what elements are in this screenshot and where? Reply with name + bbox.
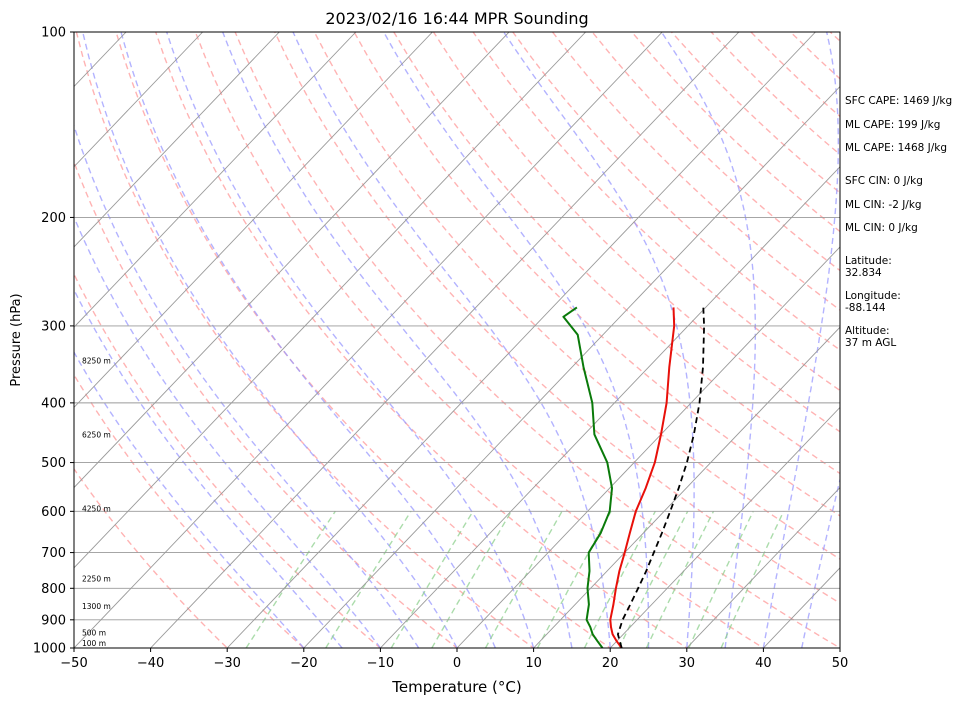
ml-cape-2: ML CAPE: 1468 J/kg <box>845 142 947 154</box>
height-label: 4250 m <box>82 504 111 513</box>
moist-adiabat <box>762 32 839 648</box>
isotherm <box>74 32 510 489</box>
moist-adiabat <box>292 32 611 648</box>
latitude-value: 32.834 <box>845 267 882 279</box>
isotherm <box>74 32 357 328</box>
mixing-ratio-line <box>583 510 656 648</box>
moist-adiabat <box>383 32 650 648</box>
x-tick-label: 30 <box>679 656 696 671</box>
x-tick-label: −30 <box>213 656 240 671</box>
moist-adiabat <box>74 215 381 648</box>
moist-adiabat <box>166 32 535 648</box>
dry-adiabat <box>194 32 765 648</box>
dry-adiabat <box>512 32 840 351</box>
height-label: 1300 m <box>82 602 111 611</box>
dry-adiabat <box>353 32 840 517</box>
isotherm <box>74 32 204 168</box>
altitude-value: 37 m AGL <box>845 337 896 349</box>
x-tick-label: 0 <box>453 656 461 671</box>
sfc-cape: SFC CAPE: 1469 J/kg <box>845 95 952 107</box>
isotherm <box>686 486 840 648</box>
height-label: 8250 m <box>82 356 111 365</box>
y-tick-label: 600 <box>41 505 66 520</box>
x-tick-label: −40 <box>137 656 164 671</box>
dry-adiabat <box>274 32 840 604</box>
dry-adiabat <box>234 32 840 648</box>
plot-background <box>74 32 840 648</box>
altitude-label: Altitude: <box>845 325 890 337</box>
y-tick-label: 200 <box>41 211 66 226</box>
y-axis-label: Pressure (hPa) <box>9 293 24 386</box>
dry-adiabat <box>115 32 612 648</box>
x-tick-label: 40 <box>755 656 772 671</box>
dewpoint-profile <box>562 306 613 648</box>
ml-cape: ML CAPE: 199 J/kg <box>845 119 940 131</box>
dry-adiabat <box>155 32 689 648</box>
ml-cin-2: ML CIN: 0 J/kg <box>845 222 918 234</box>
sfc-cin: SFC CIN: 0 J/kg <box>845 175 923 187</box>
y-tick-label: 400 <box>41 396 66 411</box>
moist-adiabat <box>222 32 573 648</box>
x-tick-label: −10 <box>367 656 394 671</box>
isotherm <box>533 326 840 648</box>
mixing-ratio-line <box>390 510 474 648</box>
longitude-label: Longitude: <box>845 290 901 302</box>
ml-cin: ML CIN: -2 J/kg <box>845 199 922 211</box>
moist-adiabat <box>74 123 420 648</box>
y-tick-label: 1000 <box>33 642 66 657</box>
chart-title: 2023/02/16 16:44 MPR Sounding <box>325 9 588 28</box>
height-label: 2250 m <box>82 575 111 584</box>
x-tick-label: −50 <box>60 656 87 671</box>
moist-adiabat <box>74 350 305 648</box>
x-tick-label: 10 <box>525 656 542 671</box>
dry-adiabat <box>472 32 840 392</box>
isotherm <box>456 246 840 648</box>
moist-adiabat <box>82 32 458 648</box>
isotherm <box>74 32 280 248</box>
mixing-ratio-line <box>484 510 563 648</box>
moist-adiabat <box>660 32 756 648</box>
moist-adiabat <box>503 32 695 648</box>
isotherm <box>380 166 840 648</box>
height-label: 6250 m <box>82 430 111 439</box>
x-axis-label: Temperature (°C) <box>391 678 521 696</box>
dry-adiabat <box>74 272 382 648</box>
isotherm <box>74 32 433 409</box>
mixing-ratio-line <box>431 510 512 648</box>
isotherm <box>150 32 740 648</box>
isotherm <box>609 406 840 648</box>
isotherm <box>74 32 663 648</box>
x-tick-label: 20 <box>602 656 619 671</box>
height-label: 100 m <box>82 639 106 648</box>
x-tick-label: 50 <box>832 656 849 671</box>
latitude-label: Latitude: <box>845 255 892 267</box>
y-tick-label: 300 <box>41 319 66 334</box>
x-tick-label: −20 <box>290 656 317 671</box>
longitude-value: -88.144 <box>845 302 886 314</box>
y-tick-label: 500 <box>41 456 66 471</box>
y-tick-label: 700 <box>41 546 66 561</box>
isotherm <box>303 85 840 648</box>
isotherm <box>226 32 816 648</box>
dry-adiabat <box>75 32 535 648</box>
y-tick-label: 900 <box>41 613 66 628</box>
side-annotations: SFC CAPE: 1469 J/kg ML CAPE: 199 J/kg ML… <box>845 95 952 349</box>
moist-adiabat <box>801 476 840 648</box>
temperature-profile <box>609 307 676 648</box>
dry-adiabat <box>551 32 840 311</box>
y-tick-label: 100 <box>41 26 66 41</box>
moist-adiabat <box>74 288 343 648</box>
isotherm <box>74 32 587 569</box>
height-label: 500 m <box>82 629 106 638</box>
y-tick-label: 800 <box>41 582 66 597</box>
mixing-ratio-line <box>645 510 715 648</box>
dry-adiabat <box>74 467 229 648</box>
dry-adiabat <box>74 373 305 648</box>
